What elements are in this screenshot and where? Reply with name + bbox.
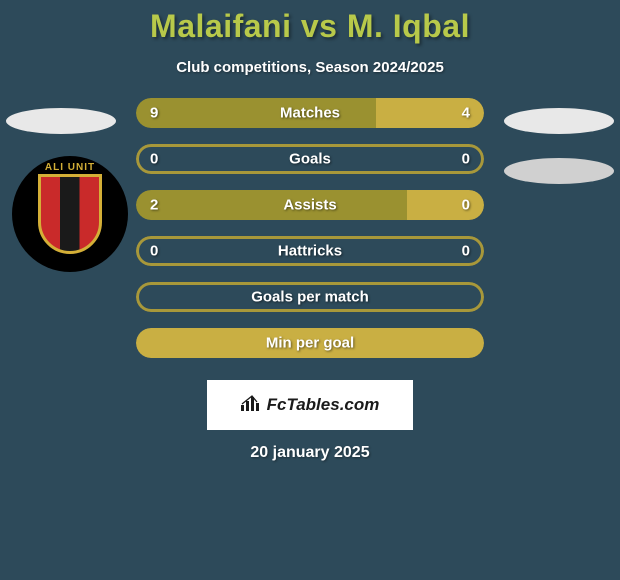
bar-segment-right — [407, 190, 484, 220]
bar-value-right: 0 — [462, 197, 470, 214]
bar-value-left: 0 — [150, 151, 158, 168]
team-logo-right-placeholder-2 — [504, 158, 614, 184]
chart-area: ALI UNIT 9 4 Matches 0 0 Goals 2 0 Assists 0 0 Hatt… — [0, 108, 620, 368]
page-title: Malaifani vs M. Iqbal — [0, 8, 620, 45]
subtitle: Club competitions, Season 2024/2025 — [0, 59, 620, 76]
stat-bar-hattricks: 0 0 Hattricks — [136, 236, 484, 266]
bar-chart-icon — [241, 395, 261, 416]
crest-circle: ALI UNIT — [12, 156, 128, 272]
bar-value-left: 9 — [150, 105, 158, 122]
infographic-container: Malaifani vs M. Iqbal Club competitions,… — [0, 0, 620, 580]
stat-bar-min-per-goal: Min per goal — [136, 328, 484, 358]
bar-label: Hattricks — [278, 243, 342, 260]
team-crest: ALI UNIT — [12, 156, 128, 272]
stat-bar-goals-per-match: Goals per match — [136, 282, 484, 312]
date-label: 20 january 2025 — [0, 444, 620, 462]
bar-label: Goals per match — [251, 289, 369, 306]
source-logo: FcTables.com — [207, 380, 413, 430]
bar-label: Goals — [289, 151, 331, 168]
stat-bar-matches: 9 4 Matches — [136, 98, 484, 128]
stat-bar-assists: 2 0 Assists — [136, 190, 484, 220]
team-logo-right-placeholder-1 — [504, 108, 614, 134]
bar-value-left: 0 — [150, 243, 158, 260]
source-logo-text: FcTables.com — [267, 395, 380, 415]
bar-value-left: 2 — [150, 197, 158, 214]
crest-text: ALI UNIT — [12, 162, 128, 173]
bar-value-right: 4 — [462, 105, 470, 122]
bar-segment-left — [136, 190, 407, 220]
crest-shield-icon — [38, 174, 102, 254]
stat-bar-goals: 0 0 Goals — [136, 144, 484, 174]
bar-segment-left — [136, 98, 376, 128]
bar-label: Assists — [283, 197, 336, 214]
bar-label: Matches — [280, 105, 340, 122]
bar-value-right: 0 — [462, 151, 470, 168]
bar-value-right: 0 — [462, 243, 470, 260]
comparison-bars: 9 4 Matches 0 0 Goals 2 0 Assists 0 0 Hattricks Goal… — [136, 98, 484, 374]
team-logo-left-placeholder — [6, 108, 116, 134]
bar-label: Min per goal — [266, 335, 354, 352]
